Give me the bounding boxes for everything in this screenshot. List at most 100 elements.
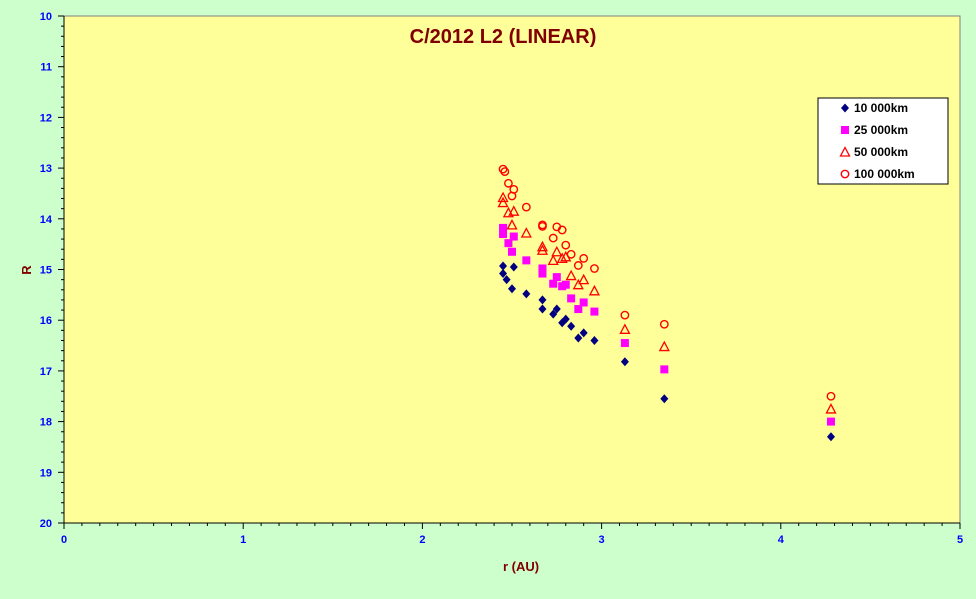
data-point — [506, 218, 518, 230]
data-point — [536, 240, 549, 252]
data-point — [497, 191, 509, 203]
x-tick-label: 0 — [61, 534, 67, 546]
data-point — [565, 269, 577, 281]
data-point — [561, 280, 570, 289]
legend-box — [817, 97, 949, 185]
y-tick-label: 16 — [40, 315, 52, 327]
data-point — [499, 230, 508, 239]
data-point — [538, 264, 547, 273]
legend-label: 100 000km — [854, 167, 915, 181]
data-point — [557, 225, 567, 235]
data-points — [497, 164, 837, 442]
data-point — [561, 240, 571, 250]
legend-item: 50 000km — [839, 145, 908, 159]
y-tick-label: 14 — [40, 214, 53, 226]
data-point — [660, 394, 669, 404]
data-point — [520, 227, 532, 238]
plot-area — [63, 15, 961, 524]
data-point — [500, 167, 510, 177]
data-point — [826, 391, 836, 401]
data-point — [538, 269, 547, 278]
legend-marker — [840, 169, 850, 179]
data-point — [548, 233, 558, 243]
series-3 — [498, 164, 836, 401]
y-axis-label: R — [19, 265, 34, 275]
x-axis-ticks: 0 1 2 3 4 5 — [61, 523, 963, 546]
y-axis-ticks: 10 11 12 13 14 15 16 17 18 19 20 — [40, 11, 64, 530]
data-point — [502, 275, 511, 285]
data-point — [538, 304, 547, 314]
x-tick-label: 5 — [957, 534, 963, 546]
x-tick-label: 3 — [599, 534, 605, 546]
data-point — [658, 340, 670, 352]
data-point — [579, 328, 588, 338]
legend-label: 50 000km — [854, 145, 908, 159]
y-tick-label: 15 — [40, 265, 52, 277]
data-point — [509, 184, 519, 194]
legend-label: 25 000km — [854, 123, 908, 137]
series-1 — [499, 223, 835, 426]
data-point — [574, 333, 583, 343]
data-point — [499, 261, 508, 271]
legend-item: 100 000km — [840, 167, 915, 181]
data-point — [538, 295, 547, 305]
data-point — [547, 254, 559, 266]
data-point — [504, 239, 513, 248]
data-point — [552, 273, 561, 282]
data-point — [619, 323, 631, 334]
data-point — [578, 273, 590, 285]
data-point — [826, 432, 835, 442]
y-tick-label: 11 — [40, 62, 52, 74]
data-point — [504, 178, 513, 188]
data-point — [579, 298, 588, 307]
legend-item: 25 000km — [841, 123, 908, 137]
data-point — [499, 223, 508, 232]
legend-marker — [841, 126, 849, 134]
data-point — [620, 339, 629, 348]
data-point — [590, 264, 599, 273]
data-point — [588, 284, 601, 296]
data-point — [825, 403, 837, 414]
data-point — [573, 261, 583, 270]
data-point — [660, 365, 669, 374]
data-point — [508, 284, 516, 294]
data-point — [659, 319, 669, 329]
data-point — [522, 256, 531, 265]
data-point — [522, 289, 531, 299]
data-point — [538, 222, 547, 231]
legend-marker — [839, 146, 851, 157]
legend-marker — [841, 103, 849, 113]
legend-label: 10 000km — [854, 101, 908, 115]
y-tick-label: 17 — [40, 366, 52, 378]
data-point — [561, 314, 570, 324]
data-point — [521, 202, 531, 212]
data-point — [572, 278, 584, 290]
y-tick-label: 19 — [40, 467, 52, 479]
data-point — [556, 252, 568, 263]
data-point — [549, 279, 558, 288]
legend-item: 10 000km — [841, 101, 908, 115]
data-point — [590, 307, 599, 316]
data-point — [574, 305, 583, 314]
data-point — [499, 269, 508, 279]
data-point — [497, 196, 509, 208]
x-tick-label: 1 — [240, 534, 246, 546]
y-tick-label: 13 — [40, 163, 52, 175]
data-point — [620, 310, 630, 320]
data-point — [566, 249, 576, 259]
data-point — [579, 253, 589, 263]
data-point — [590, 335, 599, 345]
data-point — [620, 357, 629, 367]
y-tick-label: 10 — [40, 11, 52, 23]
legend: 10 000km 25 000km 50 000km 100 000km — [817, 97, 949, 185]
series-2 — [497, 191, 837, 414]
data-point — [549, 309, 558, 319]
x-tick-label: 2 — [419, 534, 425, 546]
y-tick-label: 12 — [40, 112, 52, 124]
data-point — [508, 205, 520, 216]
series-0 — [499, 261, 835, 442]
data-point — [509, 232, 518, 241]
y-tick-label: 20 — [40, 518, 52, 530]
data-point — [567, 321, 576, 331]
